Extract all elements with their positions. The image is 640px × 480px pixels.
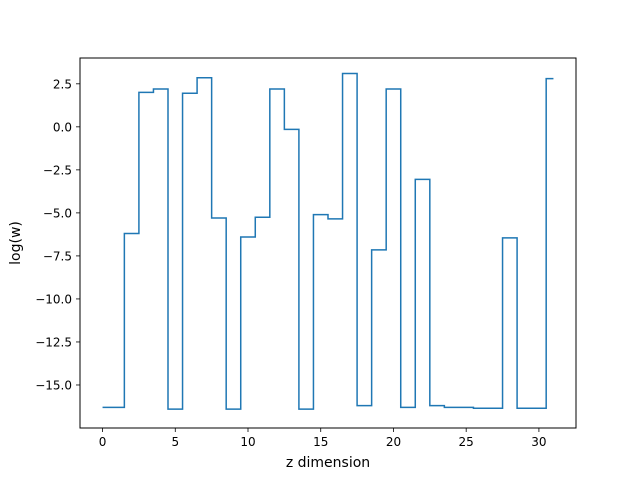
x-tick-label: 0 xyxy=(99,435,107,449)
x-tick-label: 30 xyxy=(531,435,546,449)
x-tick-label: 15 xyxy=(313,435,328,449)
x-tick-label: 10 xyxy=(240,435,255,449)
plot-frame xyxy=(79,57,577,429)
y-tick-label: −5.0 xyxy=(43,206,72,220)
axes-layer xyxy=(79,57,577,429)
y-tick-label: −7.5 xyxy=(43,249,72,263)
series-layer xyxy=(102,72,554,410)
plot-area xyxy=(80,58,576,428)
y-tick-label: −10.0 xyxy=(35,292,72,306)
x-ticks: 0 5 10 15 20 25 30 xyxy=(99,428,547,449)
x-tick-label: 25 xyxy=(459,435,474,449)
y-tick-label: −2.5 xyxy=(43,163,72,177)
y-tick-label: −15.0 xyxy=(35,378,72,392)
series-line-0 xyxy=(102,72,554,410)
x-tick-label: 20 xyxy=(386,435,401,449)
x-axis-label: z dimension xyxy=(286,455,370,471)
y-axis-label: log(w) xyxy=(8,221,24,265)
y-tick-label: 0.0 xyxy=(53,120,72,134)
x-tick-label: 5 xyxy=(171,435,179,449)
y-tick-label: 2.5 xyxy=(53,77,72,91)
y-ticks: 2.5 0.0 −2.5 −5.0 −7.5 −10.0 −12.5 −15.0 xyxy=(35,77,80,392)
y-tick-label: −12.5 xyxy=(35,335,72,349)
